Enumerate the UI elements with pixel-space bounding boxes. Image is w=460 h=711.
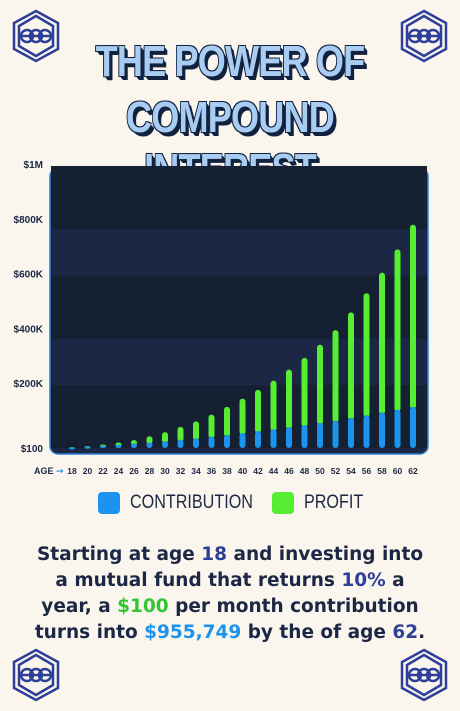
bar-contribution	[100, 445, 106, 448]
legend-swatch-contribution	[98, 492, 120, 514]
bar-contribution	[332, 420, 339, 448]
grid-band	[51, 166, 427, 229]
bar-contribution	[255, 431, 261, 448]
x-tick-label: 44	[269, 466, 279, 476]
grid-band	[51, 385, 427, 448]
bar-contribution	[394, 409, 401, 448]
x-tick-label: 32	[176, 466, 186, 476]
legend-label-profit: PROFIT	[304, 492, 364, 513]
y-tick-label: $1M	[24, 160, 43, 171]
y-tick-label: $200K	[14, 379, 44, 390]
geometric-emblem-icon	[400, 9, 448, 63]
bar-contribution	[162, 441, 168, 448]
bar-profit	[332, 330, 339, 423]
x-tick-label: 22	[98, 466, 108, 476]
x-tick-label: 62	[408, 466, 418, 476]
bar-contribution	[193, 438, 199, 448]
x-tick-label: 30	[160, 466, 170, 476]
caption-part: .	[418, 622, 426, 643]
x-tick-label: 48	[300, 466, 310, 476]
x-tick-label: 34	[191, 466, 201, 476]
bar-contribution	[84, 446, 91, 449]
caption-part: a year, a	[41, 570, 405, 617]
x-tick-label: 56	[362, 466, 372, 476]
legend-contribution: CONTRIBUTION	[98, 492, 275, 514]
bar-profit	[286, 369, 292, 430]
bar-contribution	[410, 406, 416, 448]
x-tick-label: 58	[377, 466, 387, 476]
x-tick-label: 46	[284, 466, 294, 476]
bar-contribution	[270, 429, 277, 448]
geometric-emblem-icon	[12, 648, 60, 702]
y-tick-label: $600K	[14, 270, 44, 281]
bar-profit	[177, 426, 184, 442]
page-title-line1: THE POWER OF	[95, 37, 366, 86]
geometric-emblem-icon	[400, 648, 448, 702]
bar-contribution	[348, 417, 354, 448]
y-tick-label: $400K	[14, 324, 44, 335]
x-tick-label: 60	[393, 466, 403, 476]
y-tick-label: $100	[21, 444, 44, 455]
bar-profit	[317, 344, 323, 425]
caption-text: Starting at age 18 and investing into a …	[30, 542, 430, 646]
bar-profit	[379, 272, 385, 415]
legend-swatch-profit	[272, 492, 294, 514]
x-tick-label: 28	[145, 466, 155, 476]
bar-contribution	[363, 415, 370, 448]
bar-profit	[146, 436, 153, 445]
grid-band	[51, 275, 427, 339]
x-tick-label: 20	[83, 466, 93, 476]
geometric-emblem-icon	[12, 9, 60, 63]
bar-profit	[410, 224, 416, 409]
x-tick-label: 54	[346, 466, 356, 476]
bar-contribution	[115, 444, 122, 448]
x-tick-label: 26	[129, 466, 139, 476]
x-tick-label: 38	[222, 466, 232, 476]
x-axis-label: AGE	[34, 466, 54, 476]
bar-contribution	[317, 422, 323, 448]
x-tick-label: 52	[331, 466, 341, 476]
bar-contribution	[301, 424, 308, 448]
x-tick-label: 24	[114, 466, 124, 476]
bar-profit	[301, 357, 308, 427]
bar-contribution	[131, 443, 137, 448]
bar-contribution	[239, 432, 246, 448]
bar-profit	[348, 312, 354, 420]
bar-profit	[162, 432, 168, 444]
caption-age-start: 18	[201, 544, 228, 565]
legend-label-contribution: CONTRIBUTION	[130, 492, 253, 513]
caption-rate: 10%	[341, 570, 386, 591]
bar-profit	[193, 421, 199, 441]
bar-profit	[208, 414, 215, 439]
bar-contribution	[146, 442, 153, 448]
x-tick-label: 40	[238, 466, 248, 476]
x-tick-label: 42	[253, 466, 263, 476]
bar-profit	[363, 293, 370, 418]
bar-profit	[239, 398, 246, 435]
x-tick-label: 18	[67, 466, 77, 476]
bar-contribution	[286, 427, 292, 448]
y-tick-label: $800K	[14, 215, 44, 226]
caption-part: per month contribution turns into	[34, 596, 419, 643]
x-tick-label: 50	[315, 466, 325, 476]
bar-profit	[224, 406, 230, 437]
bar-contribution	[69, 447, 75, 450]
bar-contribution	[224, 434, 230, 448]
bar-profit	[255, 389, 261, 434]
stacked-bar-chart: $100 $200K $400K $600K $800K $1M 18 20 22 24 26 28…	[14, 160, 429, 477]
caption-age-end: 62	[392, 622, 419, 643]
bar-contribution	[177, 439, 184, 448]
bar-contribution	[208, 436, 215, 448]
x-axis-arrow-icon: →	[56, 467, 64, 477]
caption-part: and investing into a mutual fund that re…	[55, 544, 424, 591]
x-tick-label: 36	[207, 466, 217, 476]
legend-profit: PROFIT	[272, 492, 374, 514]
caption-total: $955,749	[144, 622, 242, 643]
caption-part: Starting at age	[36, 544, 202, 565]
caption-monthly: $100	[117, 596, 169, 617]
caption-part: by the of age	[241, 622, 393, 643]
bar-contribution	[379, 412, 385, 448]
bar-profit	[394, 249, 401, 412]
bar-profit	[270, 380, 277, 432]
